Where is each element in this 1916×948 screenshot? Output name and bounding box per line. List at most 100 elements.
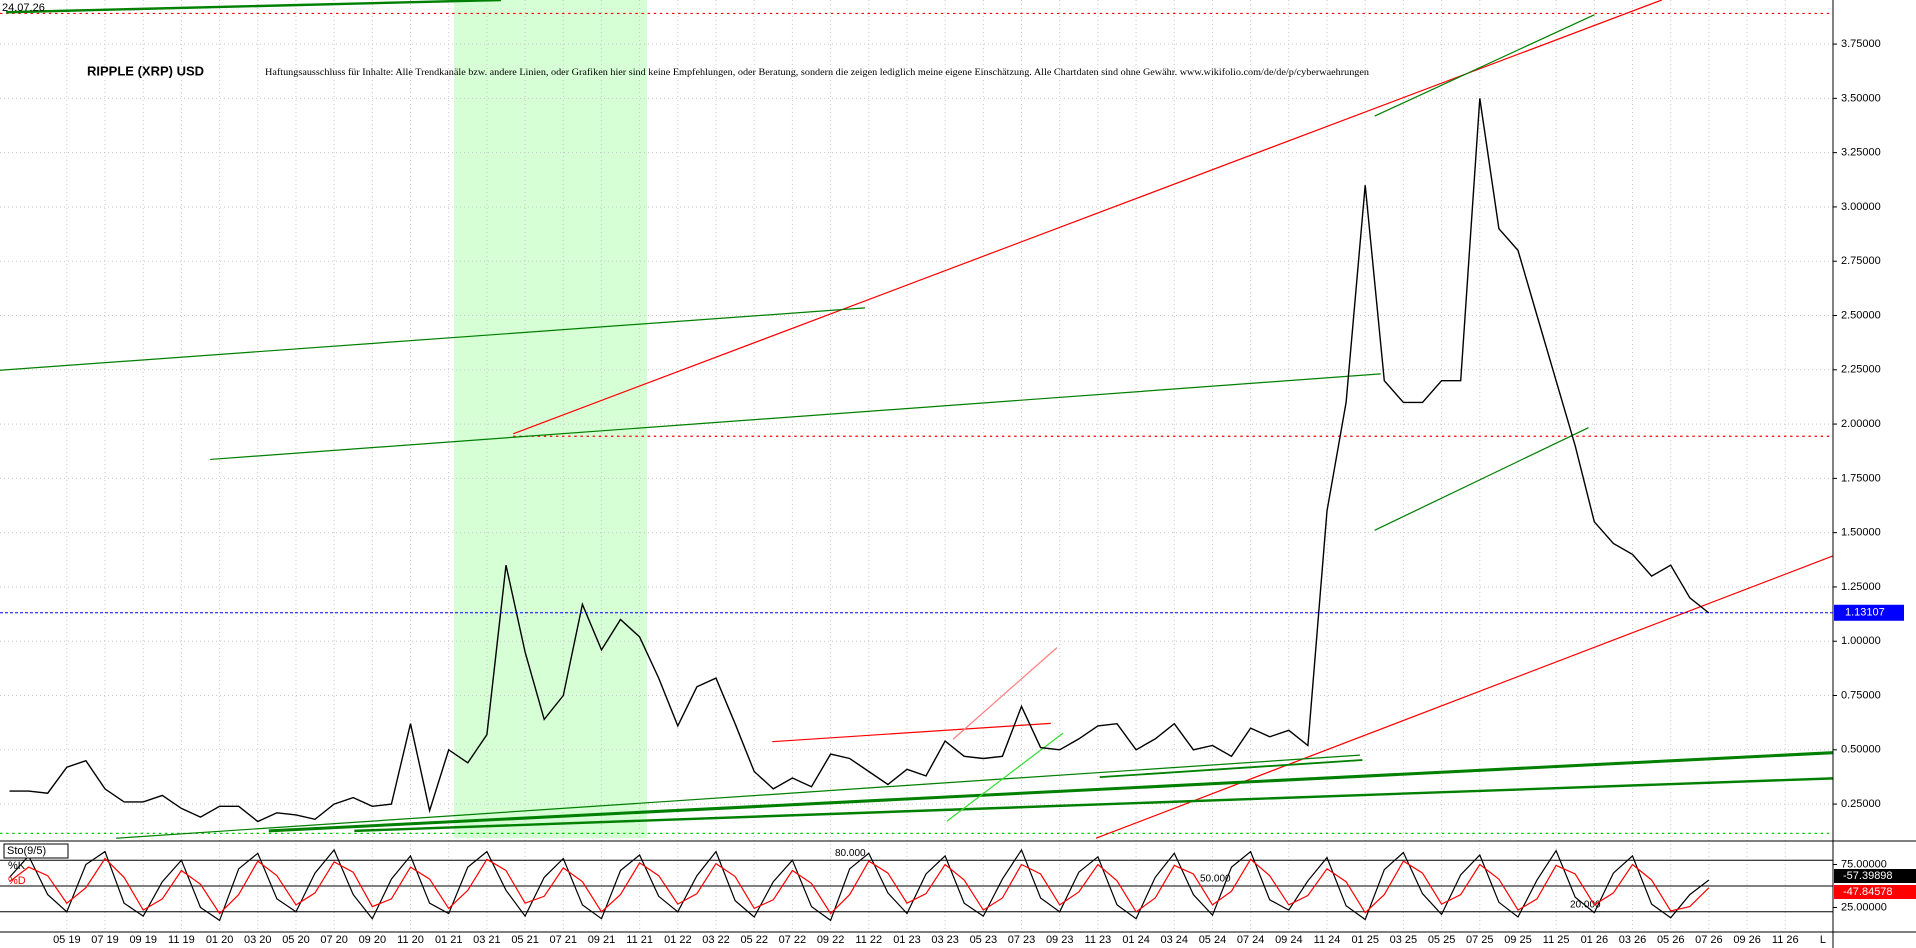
y-tick-label: 1.75000 xyxy=(1841,472,1881,484)
x-tick-label: 05 20 xyxy=(282,934,310,946)
trendline xyxy=(1099,759,1363,779)
x-tick-label: 07 19 xyxy=(91,934,119,946)
trendline xyxy=(116,754,1361,839)
last-value-label: -47.84578 xyxy=(1843,886,1893,898)
x-tick-label: 11 22 xyxy=(855,934,882,946)
trendline xyxy=(0,307,866,371)
trendline xyxy=(354,777,1833,833)
trendline xyxy=(210,373,1381,461)
y-tick-label: 0.50000 xyxy=(1841,744,1881,756)
chart-title: RIPPLE (XRP) USD xyxy=(87,63,204,78)
trendlines xyxy=(0,0,1834,839)
x-tick-label: 11 19 xyxy=(168,934,195,946)
y-tick-label: 2.75000 xyxy=(1841,255,1881,267)
date-label: 24.07.26 xyxy=(2,2,45,14)
x-tick-label: 09 22 xyxy=(817,934,845,946)
legend-entry: %D xyxy=(8,875,26,887)
x-tick-label: 01 23 xyxy=(893,934,921,946)
x-tick-label: 11 25 xyxy=(1543,934,1570,946)
level-label: 50.000 xyxy=(1200,874,1231,885)
x-tick-label: 05 26 xyxy=(1657,934,1685,946)
grid xyxy=(0,0,1833,929)
y-tick-label: 0.25000 xyxy=(1841,798,1881,810)
x-tick-label: 07 21 xyxy=(550,934,578,946)
trendline xyxy=(268,751,1833,833)
y-tick-label: 3.75000 xyxy=(1841,38,1881,50)
x-tick-label: 11 23 xyxy=(1085,934,1112,946)
x-tick-label: 03 21 xyxy=(473,934,501,946)
last-value-box xyxy=(1834,869,1916,883)
y-tick-label: 75.00000 xyxy=(1841,858,1887,870)
y-tick-label: 3.50000 xyxy=(1841,92,1881,104)
x-tick-label: 05 24 xyxy=(1199,934,1227,946)
trendline xyxy=(1374,14,1595,117)
level-label: 80.000 xyxy=(835,848,866,859)
corner-label: L xyxy=(1820,934,1826,946)
x-tick-label: 01 26 xyxy=(1581,934,1609,946)
y-tick-label: 25.00000 xyxy=(1841,901,1887,913)
last-value-label: -57.39898 xyxy=(1843,870,1893,882)
y-tick-label: 0.75000 xyxy=(1841,689,1881,701)
trendline xyxy=(952,647,1058,740)
x-tick-label: 07 26 xyxy=(1695,934,1723,946)
x-tick-label: 05 22 xyxy=(740,934,768,946)
y-tick-label: 2.00000 xyxy=(1841,418,1881,430)
last-value-label: 1.13107 xyxy=(1845,607,1885,619)
x-tick-label: 11 26 xyxy=(1772,934,1799,946)
last-value-box xyxy=(1834,604,1904,621)
y-tick-label: 1.00000 xyxy=(1841,635,1881,647)
y-tick-label: 3.00000 xyxy=(1841,201,1881,213)
indicator-title: Sto(9/5) xyxy=(7,845,46,857)
x-tick-label: 01 25 xyxy=(1351,934,1379,946)
disclaimer: Haftungsausschluss für Inhalte: Alle Tre… xyxy=(265,67,1369,78)
x-tick-label: 01 24 xyxy=(1122,934,1150,946)
plot: 05 19 07 19 09 19 11 19 01 20 03 20 05 20 07 20… xyxy=(0,38,1916,946)
y-tick-label: 1.25000 xyxy=(1841,581,1881,593)
x-tick-label: 07 20 xyxy=(320,934,348,946)
x-tick-label: 07 23 xyxy=(1008,934,1036,946)
x-tick-label: 09 19 xyxy=(129,934,157,946)
x-tick-label: 07 22 xyxy=(779,934,807,946)
x-tick-label: 03 20 xyxy=(244,934,272,946)
x-tick-label: 09 23 xyxy=(1046,934,1074,946)
price-line xyxy=(9,98,1710,823)
y-tick-label: 2.25000 xyxy=(1841,364,1881,376)
x-tick-label: 03 22 xyxy=(702,934,730,946)
x-tick-label: 05 25 xyxy=(1428,934,1456,946)
x-tick-label: 09 26 xyxy=(1733,934,1761,946)
x-tick-label: 01 20 xyxy=(206,934,234,946)
highlight-band xyxy=(454,0,647,838)
x-tick-label: 05 21 xyxy=(511,934,539,946)
x-tick-label: 05 23 xyxy=(970,934,998,946)
y-tick-label: 1.50000 xyxy=(1841,527,1881,539)
x-tick-label: 03 25 xyxy=(1390,934,1418,946)
x-tick-label: 03 24 xyxy=(1161,934,1189,946)
x-tick-label: 07 25 xyxy=(1466,934,1494,946)
indicator-box xyxy=(3,843,69,859)
x-tick-label: 09 21 xyxy=(588,934,616,946)
last-value-box xyxy=(1834,885,1916,899)
x-tick-label: 09 24 xyxy=(1275,934,1303,946)
trendline xyxy=(1374,427,1589,531)
legend-entry: %K xyxy=(8,860,26,872)
x-tick-label: 01 22 xyxy=(664,934,692,946)
x-tick-label: 03 23 xyxy=(931,934,959,946)
x-tick-label: 11 21 xyxy=(626,934,653,946)
x-tick-label: 11 20 xyxy=(397,934,424,946)
x-tick-label: 07 24 xyxy=(1237,934,1265,946)
y-tick-label: 2.50000 xyxy=(1841,309,1881,321)
series-line xyxy=(9,857,1710,915)
x-tick-label: 11 24 xyxy=(1314,934,1341,946)
trendline xyxy=(1095,555,1834,839)
x-tick-label: 09 25 xyxy=(1504,934,1532,946)
trendline xyxy=(772,722,1051,743)
x-tick-label: 01 21 xyxy=(435,934,463,946)
y-tick-label: 3.25000 xyxy=(1841,147,1881,159)
x-tick-label: 05 19 xyxy=(53,934,81,946)
x-tick-label: 09 20 xyxy=(359,934,387,946)
trendline xyxy=(6,0,502,14)
x-tick-label: 03 26 xyxy=(1619,934,1647,946)
series-line xyxy=(9,848,1710,922)
